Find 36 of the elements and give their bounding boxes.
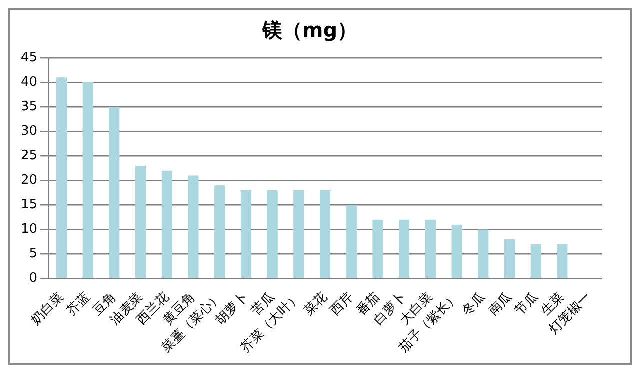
bar bbox=[267, 190, 278, 278]
x-tick-label: 西芹 bbox=[328, 290, 357, 319]
bar bbox=[320, 190, 331, 278]
y-tick-label: 20 bbox=[20, 173, 38, 188]
y-tick-label: 35 bbox=[20, 99, 38, 114]
bar bbox=[346, 205, 357, 278]
x-tick-label: 菜花 bbox=[301, 290, 330, 319]
bar bbox=[136, 166, 146, 278]
y-tick-label: 30 bbox=[20, 124, 38, 139]
x-tick-label: 节瓜 bbox=[512, 290, 542, 319]
y-tick-label: 40 bbox=[20, 74, 38, 90]
bar bbox=[294, 190, 304, 278]
y-tick-label: 0 bbox=[29, 271, 38, 286]
bar bbox=[82, 82, 94, 278]
x-tick-label: 奶白菜 bbox=[28, 290, 67, 328]
bar bbox=[425, 220, 436, 278]
bar bbox=[240, 190, 252, 278]
bar bbox=[214, 186, 226, 278]
bar bbox=[557, 244, 568, 278]
bar bbox=[372, 220, 384, 278]
bar bbox=[504, 240, 516, 278]
bar bbox=[452, 224, 462, 278]
bar bbox=[478, 230, 489, 278]
x-tick-label: 芥蓝 bbox=[64, 290, 94, 319]
bar bbox=[399, 220, 410, 278]
y-tick-label: 5 bbox=[29, 246, 38, 262]
bar bbox=[530, 244, 542, 278]
y-tick-label: 45 bbox=[20, 50, 38, 66]
chart-title: 镁（mg） bbox=[261, 18, 358, 42]
y-tick-label: 25 bbox=[20, 148, 38, 164]
bar bbox=[109, 107, 120, 278]
y-tick-label: 15 bbox=[20, 198, 38, 213]
bar bbox=[188, 176, 199, 278]
y-tick-label: 10 bbox=[20, 222, 38, 238]
bar bbox=[56, 78, 67, 278]
bar bbox=[162, 170, 172, 278]
